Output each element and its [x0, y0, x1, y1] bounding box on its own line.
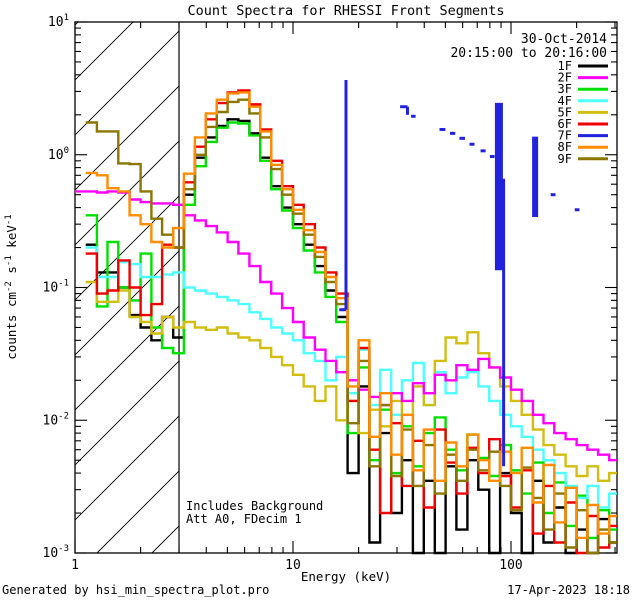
- obs-time-range: 20:15:00 to 20:16:00: [450, 46, 607, 61]
- axis-ticks: [74, 21, 617, 554]
- annotation-attenuator-state: Att A0, FDecim 1: [186, 512, 302, 526]
- series-7F: [339, 79, 580, 467]
- legend-label: 3F: [558, 82, 572, 96]
- legend-item-3F: 3F: [558, 82, 608, 96]
- legend-label: 1F: [558, 59, 572, 73]
- legend-label: 2F: [558, 71, 572, 85]
- legend-item-6F: 6F: [558, 117, 608, 131]
- y-tick-label: 10-3: [43, 544, 70, 561]
- y-tick-label: 10-1: [43, 279, 70, 296]
- xaxis-label: Energy (keV): [301, 569, 391, 584]
- y-tick-label: 10-2: [43, 411, 70, 428]
- legend-label: 4F: [558, 94, 572, 108]
- series-2F: [75, 190, 617, 462]
- legend-item-4F: 4F: [558, 94, 608, 108]
- chart-layer: 1 10 100 101 100 10-1 10-2 10-3 counts cm-2 s-1 …: [4, 13, 618, 573]
- legend-label: 8F: [558, 140, 572, 154]
- series-3F: [85, 121, 617, 540]
- legend-item-7F: 7F: [558, 129, 608, 143]
- legend-label: 5F: [558, 105, 572, 119]
- annotation-includes-background: Includes Background: [186, 499, 323, 513]
- footer-timestamp: 17-Apr-2023 18:18: [507, 583, 630, 597]
- chart-title: Count Spectra for RHESSI Front Segments: [188, 3, 505, 19]
- legend-label: 9F: [558, 152, 572, 166]
- footer-generator: Generated by hsi_min_spectra_plot.pro: [2, 583, 269, 597]
- y-tick-label: 101: [48, 13, 69, 30]
- y-tick-label: 100: [48, 146, 69, 163]
- legend-label: 7F: [558, 129, 572, 143]
- series-8F: [85, 91, 617, 540]
- series-4F: [85, 246, 617, 509]
- legend-label: 6F: [558, 117, 572, 131]
- legend-item-2F: 2F: [558, 71, 608, 85]
- legend-item-1F: 1F: [558, 59, 608, 73]
- x-tick-label: 100: [499, 558, 522, 573]
- yaxis-label: counts cm-2 s-1 keV-1: [4, 214, 19, 359]
- legend-item-5F: 5F: [558, 105, 608, 119]
- x-tick-label: 10: [285, 558, 301, 573]
- legend-item-8F: 8F: [558, 140, 608, 154]
- x-tick-label: 1: [71, 558, 79, 573]
- obs-date: 30-Oct-2014: [521, 32, 607, 47]
- legend-item-9F: 9F: [558, 152, 608, 166]
